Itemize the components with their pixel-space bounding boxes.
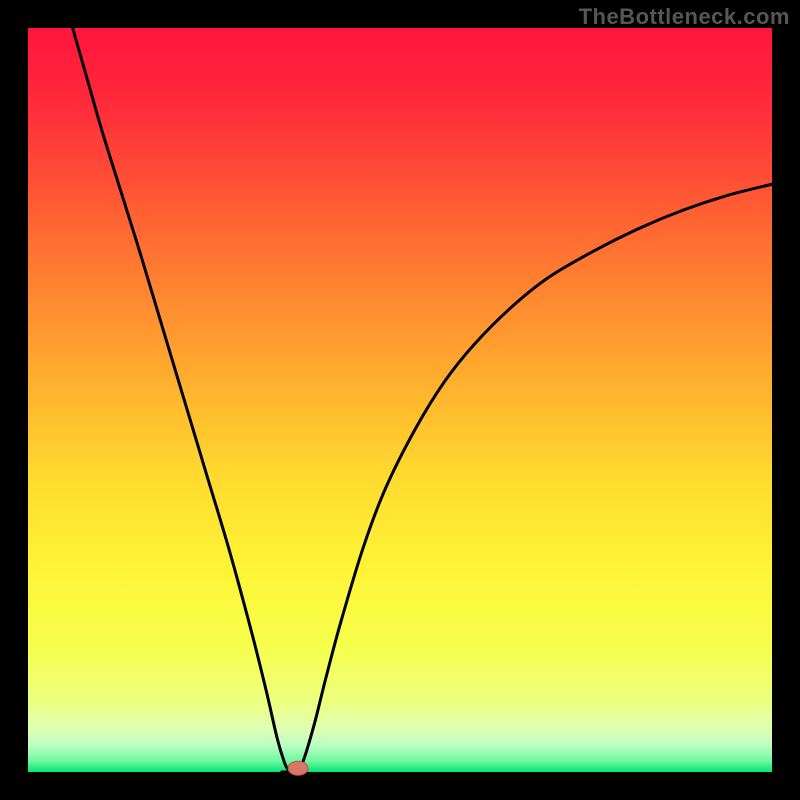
bottleneck-chart [0,0,800,800]
watermark-text: TheBottleneck.com [579,4,790,30]
chart-plot-background [28,28,772,772]
optimum-marker [288,761,308,775]
